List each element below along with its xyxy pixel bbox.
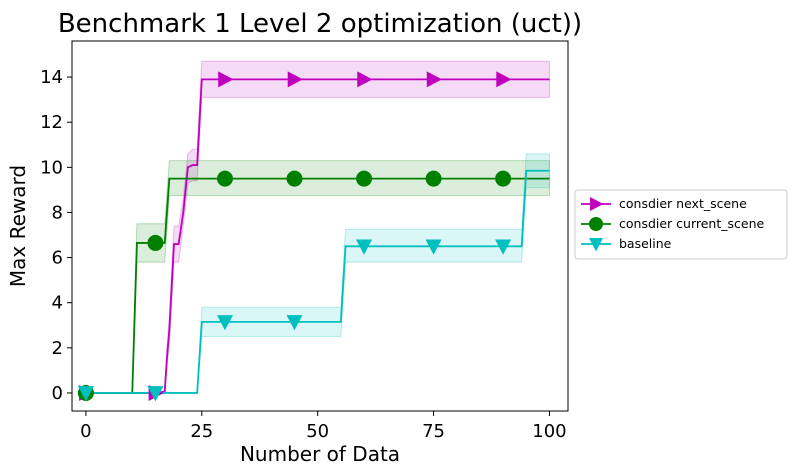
y-tick-label: 6 bbox=[52, 248, 63, 269]
y-tick-label: 0 bbox=[52, 383, 63, 404]
x-tick-label: 75 bbox=[422, 421, 445, 442]
y-tick-label: 12 bbox=[40, 112, 63, 133]
legend: consdier next_scene consdier current_scen… bbox=[574, 189, 788, 260]
series-markers bbox=[77, 71, 512, 402]
plot-area-frame bbox=[71, 40, 569, 412]
marker-consdier-current-scene bbox=[216, 170, 233, 187]
marker-consdier-current-scene bbox=[425, 170, 442, 187]
legend-label-consdier-current-scene: consdier current_scene bbox=[619, 216, 765, 231]
y-tick-label: 2 bbox=[52, 338, 63, 359]
x-tick-label: 25 bbox=[190, 421, 213, 442]
y-axis-ticks: 0 2 4 6 8 10 12 14 bbox=[40, 67, 72, 404]
x-tick-label: 100 bbox=[532, 421, 566, 442]
marker-baseline bbox=[425, 239, 442, 255]
x-tick-label: 0 bbox=[80, 421, 91, 442]
y-tick-label: 8 bbox=[52, 202, 63, 223]
legend-marker-consdier-next-scene bbox=[590, 197, 604, 211]
legend-marker-baseline bbox=[589, 238, 603, 252]
line-consdier-current-scene bbox=[85, 177, 550, 394]
x-axis-label: Number of Data bbox=[240, 442, 400, 466]
x-axis-ticks: 0 25 50 75 100 bbox=[80, 411, 567, 442]
marker-consdier-next-scene bbox=[218, 71, 234, 88]
legend-label-baseline: baseline bbox=[619, 236, 672, 251]
marker-baseline bbox=[77, 386, 94, 402]
legend-label-consdier-next-scene: consdier next_scene bbox=[619, 196, 747, 211]
marker-consdier-next-scene bbox=[357, 71, 373, 88]
y-tick-label: 4 bbox=[52, 293, 63, 314]
band-consdier-current-scene bbox=[85, 160, 550, 394]
marker-baseline bbox=[216, 315, 233, 331]
y-tick-label: 10 bbox=[40, 157, 63, 178]
marker-baseline bbox=[147, 386, 164, 402]
marker-consdier-current-scene bbox=[356, 170, 373, 187]
marker-consdier-current-scene bbox=[147, 234, 164, 251]
marker-consdier-next-scene bbox=[426, 71, 442, 88]
marker-consdier-current-scene bbox=[286, 170, 303, 187]
marker-consdier-next-scene bbox=[496, 71, 512, 88]
legend-box bbox=[574, 189, 788, 260]
y-tick-label: 14 bbox=[40, 67, 63, 88]
marker-baseline bbox=[495, 239, 512, 255]
y-axis-label: Max Reward bbox=[6, 165, 30, 287]
marker-baseline bbox=[356, 239, 373, 255]
marker-consdier-next-scene bbox=[287, 71, 303, 88]
line-consdier-next-scene bbox=[85, 78, 550, 394]
marker-consdier-current-scene bbox=[495, 170, 512, 187]
legend-marker-consdier-current-scene bbox=[589, 217, 603, 231]
marker-baseline bbox=[286, 315, 303, 331]
line-baseline bbox=[85, 169, 550, 394]
confidence-bands bbox=[85, 60, 550, 394]
chart-title: Benchmark 1 Level 2 optimization (uct)) bbox=[58, 9, 582, 39]
x-tick-label: 50 bbox=[306, 421, 329, 442]
